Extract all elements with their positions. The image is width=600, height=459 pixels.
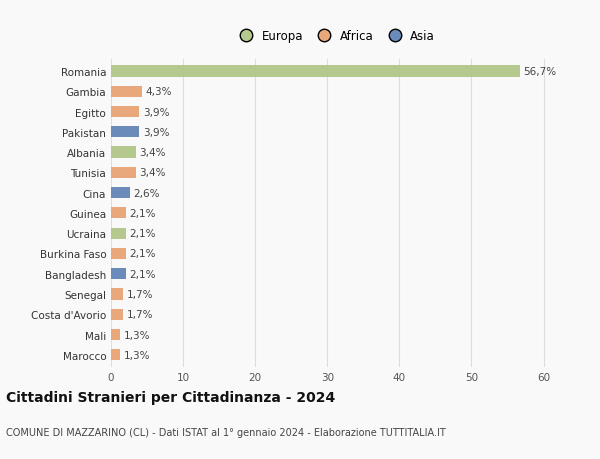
Bar [111, 168, 136, 179]
Text: Cittadini Stranieri per Cittadinanza - 2024: Cittadini Stranieri per Cittadinanza - 2… [6, 390, 335, 404]
Text: 1,7%: 1,7% [127, 310, 154, 319]
Text: 1,7%: 1,7% [127, 289, 154, 299]
Text: 1,3%: 1,3% [124, 350, 151, 360]
Text: 3,4%: 3,4% [139, 168, 166, 178]
Bar [111, 228, 126, 239]
Bar [111, 188, 130, 199]
Bar [111, 106, 139, 118]
Text: 3,9%: 3,9% [143, 128, 169, 138]
Text: COMUNE DI MAZZARINO (CL) - Dati ISTAT al 1° gennaio 2024 - Elaborazione TUTTITAL: COMUNE DI MAZZARINO (CL) - Dati ISTAT al… [6, 427, 446, 437]
Text: 4,3%: 4,3% [146, 87, 172, 97]
Bar [111, 208, 126, 219]
Text: 56,7%: 56,7% [523, 67, 557, 77]
Bar [111, 86, 142, 98]
Text: 3,4%: 3,4% [139, 148, 166, 158]
Bar [111, 289, 123, 300]
Text: 2,1%: 2,1% [130, 229, 156, 239]
Text: 3,9%: 3,9% [143, 107, 169, 117]
Bar [111, 329, 121, 341]
Text: 2,1%: 2,1% [130, 269, 156, 279]
Text: 2,6%: 2,6% [133, 188, 160, 198]
Text: 1,3%: 1,3% [124, 330, 151, 340]
Bar [111, 349, 121, 361]
Bar [111, 147, 136, 158]
Bar [111, 309, 123, 320]
Text: 2,1%: 2,1% [130, 208, 156, 218]
Bar [111, 127, 139, 138]
Bar [111, 66, 520, 78]
Text: 2,1%: 2,1% [130, 249, 156, 259]
Bar [111, 269, 126, 280]
Bar [111, 248, 126, 259]
Legend: Europa, Africa, Asia: Europa, Africa, Asia [230, 26, 439, 48]
